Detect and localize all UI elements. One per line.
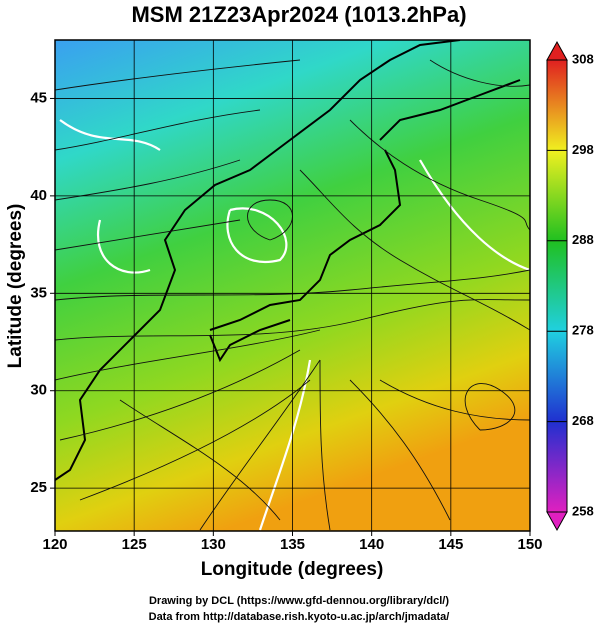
colorbar-over <box>546 40 568 61</box>
colorbar <box>546 59 568 513</box>
y-tick-label: 30 <box>30 382 47 399</box>
x-tick-label: 120 <box>42 536 67 553</box>
x-tick-label: 135 <box>280 536 305 553</box>
credit-line: Data from http://database.rish.kyoto-u.a… <box>149 611 450 623</box>
x-tick-label: 145 <box>438 536 463 553</box>
y-tick-label: 45 <box>30 89 47 106</box>
y-axis-label: Latitude (degrees) <box>5 204 26 369</box>
credit-line: Drawing by DCL (https://www.gfd-dennou.o… <box>149 595 449 607</box>
grid <box>54 40 531 531</box>
y-tick-label: 35 <box>30 284 47 301</box>
colorbar-label: 258 <box>572 503 594 518</box>
colorbar-label: 268 <box>572 413 594 428</box>
colorbar-under <box>546 511 568 532</box>
x-tick-label: 140 <box>359 536 384 553</box>
x-tick-label: 150 <box>517 536 542 553</box>
y-tick-label: 40 <box>30 187 47 204</box>
colorbar-label: 298 <box>572 142 594 157</box>
x-axis-label: Longitude (degrees) <box>201 559 384 580</box>
colorbar-label: 308 <box>572 51 594 66</box>
y-tick-label: 25 <box>30 479 47 496</box>
colorbar-label: 288 <box>572 232 594 247</box>
colorbar-label: 278 <box>572 323 594 338</box>
x-tick-label: 125 <box>122 536 147 553</box>
map-title: MSM 21Z23Apr2024 (1013.2hPa) <box>131 2 466 27</box>
x-tick-label: 130 <box>201 536 226 553</box>
